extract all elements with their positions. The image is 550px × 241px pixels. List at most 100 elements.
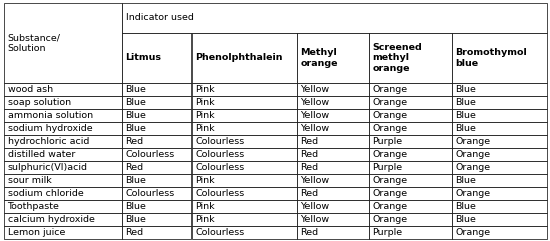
Bar [122,187,191,200]
Text: sodium chloride: sodium chloride [8,189,83,198]
Bar [122,3,547,33]
Bar [296,96,369,109]
Bar [191,174,296,187]
Text: Pink: Pink [195,85,215,94]
Text: Yellow: Yellow [300,111,329,120]
Bar [122,213,191,226]
Text: Orange: Orange [372,189,408,198]
Text: Blue: Blue [125,215,146,224]
Text: Blue: Blue [125,202,146,211]
Bar [122,174,191,187]
Text: Orange: Orange [455,228,491,237]
Text: Orange: Orange [372,202,408,211]
Bar [452,109,547,122]
Bar [191,96,296,109]
Text: Pink: Pink [195,176,215,185]
Text: Blue: Blue [455,124,476,133]
Bar [296,135,369,148]
Text: Orange: Orange [372,98,408,107]
Text: Blue: Blue [455,98,476,107]
Bar [191,148,296,161]
Bar [452,226,547,239]
Text: Orange: Orange [372,124,408,133]
Text: Orange: Orange [372,176,408,185]
Text: Purple: Purple [372,163,403,172]
Bar [296,174,369,187]
Bar [122,33,191,83]
Bar [368,122,452,135]
Bar [296,109,369,122]
Text: Orange: Orange [455,150,491,159]
Bar [452,135,547,148]
Text: Colourless: Colourless [195,228,245,237]
Text: Substance/
Solution: Substance/ Solution [8,33,61,53]
Bar [296,83,369,96]
Text: hydrochloric acid: hydrochloric acid [8,137,89,146]
Bar [368,213,452,226]
Bar [368,83,452,96]
Text: Red: Red [125,228,144,237]
Bar [368,200,452,213]
Bar [191,83,296,96]
Text: Litmus: Litmus [125,54,162,62]
Text: Colourless: Colourless [125,150,175,159]
Text: Screened
methyl
orange: Screened methyl orange [372,43,422,73]
Bar [3,200,122,213]
Text: distilled water: distilled water [8,150,75,159]
Text: Red: Red [125,137,144,146]
Text: Orange: Orange [372,111,408,120]
Bar [191,187,296,200]
Text: Red: Red [300,150,318,159]
Bar [122,148,191,161]
Bar [368,135,452,148]
Bar [452,33,547,83]
Bar [122,109,191,122]
Text: sodium hydroxide: sodium hydroxide [8,124,92,133]
Text: Colourless: Colourless [195,163,245,172]
Text: Blue: Blue [125,111,146,120]
Bar [452,200,547,213]
Bar [191,33,296,83]
Text: Yellow: Yellow [300,215,329,224]
Bar [452,161,547,174]
Text: Orange: Orange [372,215,408,224]
Bar [122,200,191,213]
Bar [452,96,547,109]
Text: Yellow: Yellow [300,202,329,211]
Bar [191,200,296,213]
Bar [191,226,296,239]
Bar [452,213,547,226]
Bar [368,161,452,174]
Text: wood ash: wood ash [8,85,53,94]
Text: Lemon juice: Lemon juice [8,228,65,237]
Text: Pink: Pink [195,111,215,120]
Text: Yellow: Yellow [300,176,329,185]
Text: ammonia solution: ammonia solution [8,111,92,120]
Bar [368,148,452,161]
Text: Red: Red [125,163,144,172]
Text: Pink: Pink [195,124,215,133]
Text: Blue: Blue [455,215,476,224]
Bar [191,135,296,148]
Bar [122,135,191,148]
Text: Indicator used: Indicator used [125,13,194,22]
Text: Toothpaste: Toothpaste [8,202,59,211]
Bar [452,122,547,135]
Text: calcium hydroxide: calcium hydroxide [8,215,95,224]
Bar [122,161,191,174]
Bar [296,226,369,239]
Bar [3,96,122,109]
Text: Phenolphthalein: Phenolphthalein [195,54,283,62]
Bar [296,122,369,135]
Text: Red: Red [300,228,318,237]
Bar [122,122,191,135]
Text: Red: Red [300,163,318,172]
Text: Blue: Blue [125,85,146,94]
Text: Blue: Blue [125,176,146,185]
Text: Blue: Blue [125,124,146,133]
Bar [368,109,452,122]
Text: Colourless: Colourless [195,137,245,146]
Bar [296,213,369,226]
Bar [296,33,369,83]
Bar [296,148,369,161]
